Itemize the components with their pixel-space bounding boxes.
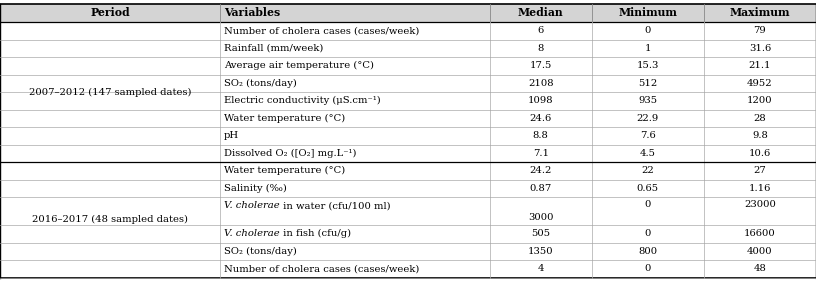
Text: 800: 800 <box>638 247 657 256</box>
Text: 8: 8 <box>538 44 544 53</box>
Text: Minimum: Minimum <box>619 8 677 19</box>
Text: 3000: 3000 <box>528 214 553 223</box>
Text: Salinity (‰): Salinity (‰) <box>224 184 286 193</box>
Text: 4952: 4952 <box>747 79 773 88</box>
Text: Number of cholera cases (cases/week): Number of cholera cases (cases/week) <box>224 264 419 273</box>
Text: Median: Median <box>518 8 564 19</box>
Text: Period: Period <box>90 8 130 19</box>
Text: 4: 4 <box>538 264 544 273</box>
Text: 15.3: 15.3 <box>636 61 659 70</box>
Text: 0: 0 <box>645 26 651 35</box>
Text: 8.8: 8.8 <box>533 131 548 140</box>
Text: 22.9: 22.9 <box>636 114 659 123</box>
Text: 9.8: 9.8 <box>752 131 768 140</box>
Text: 505: 505 <box>531 229 550 238</box>
Text: pH: pH <box>224 131 239 140</box>
Text: Rainfall (mm/week): Rainfall (mm/week) <box>224 44 323 53</box>
Text: 2016–2017 (48 sampled dates): 2016–2017 (48 sampled dates) <box>32 215 188 224</box>
Text: 23000: 23000 <box>744 200 776 209</box>
Text: Water temperature (°C): Water temperature (°C) <box>224 114 345 123</box>
Bar <box>0 4 816 22</box>
Text: SO₂ (tons/day): SO₂ (tons/day) <box>224 247 297 256</box>
Text: 16600: 16600 <box>744 229 776 238</box>
Text: in fish (cfu/g): in fish (cfu/g) <box>280 229 351 238</box>
Text: 27: 27 <box>753 166 766 175</box>
Text: 0: 0 <box>645 229 651 238</box>
Text: 48: 48 <box>753 264 766 273</box>
Text: 24.2: 24.2 <box>530 166 552 175</box>
Text: 0.65: 0.65 <box>636 184 659 193</box>
Text: in water (cfu/100 ml): in water (cfu/100 ml) <box>280 202 390 211</box>
Text: 935: 935 <box>638 96 657 105</box>
Text: 0: 0 <box>645 200 651 209</box>
Text: 24.6: 24.6 <box>530 114 552 123</box>
Text: SO₂ (tons/day): SO₂ (tons/day) <box>224 79 297 88</box>
Text: 1: 1 <box>645 44 651 53</box>
Text: 17.5: 17.5 <box>530 61 552 70</box>
Text: 1350: 1350 <box>528 247 553 256</box>
Text: Dissolved O₂ ([O₂] mg.L⁻¹): Dissolved O₂ ([O₂] mg.L⁻¹) <box>224 149 357 158</box>
Text: 28: 28 <box>753 114 766 123</box>
Text: Maximum: Maximum <box>730 8 790 19</box>
Text: 0: 0 <box>645 264 651 273</box>
Text: 1200: 1200 <box>747 96 773 105</box>
Text: 1098: 1098 <box>528 96 553 105</box>
Text: 22: 22 <box>641 166 654 175</box>
Text: 0.87: 0.87 <box>530 184 552 193</box>
Text: 79: 79 <box>753 26 766 35</box>
Text: 512: 512 <box>638 79 658 88</box>
Text: 7.6: 7.6 <box>640 131 655 140</box>
Text: 4.5: 4.5 <box>640 149 656 158</box>
Text: Variables: Variables <box>224 8 280 19</box>
Text: 4000: 4000 <box>747 247 773 256</box>
Text: Average air temperature (°C): Average air temperature (°C) <box>224 61 374 70</box>
Text: 7.1: 7.1 <box>533 149 549 158</box>
Text: 31.6: 31.6 <box>749 44 771 53</box>
Text: Number of cholera cases (cases/week): Number of cholera cases (cases/week) <box>224 26 419 35</box>
Text: 21.1: 21.1 <box>748 61 771 70</box>
Text: Water temperature (°C): Water temperature (°C) <box>224 166 345 175</box>
Text: Electric conductivity (μS.cm⁻¹): Electric conductivity (μS.cm⁻¹) <box>224 96 380 105</box>
Text: 6: 6 <box>538 26 544 35</box>
Text: V. cholerae: V. cholerae <box>224 202 280 211</box>
Text: 2108: 2108 <box>528 79 553 88</box>
Text: 1.16: 1.16 <box>749 184 771 193</box>
Text: V. cholerae: V. cholerae <box>224 229 280 238</box>
Text: 10.6: 10.6 <box>749 149 771 158</box>
Text: 2007–2012 (147 sampled dates): 2007–2012 (147 sampled dates) <box>29 87 191 97</box>
